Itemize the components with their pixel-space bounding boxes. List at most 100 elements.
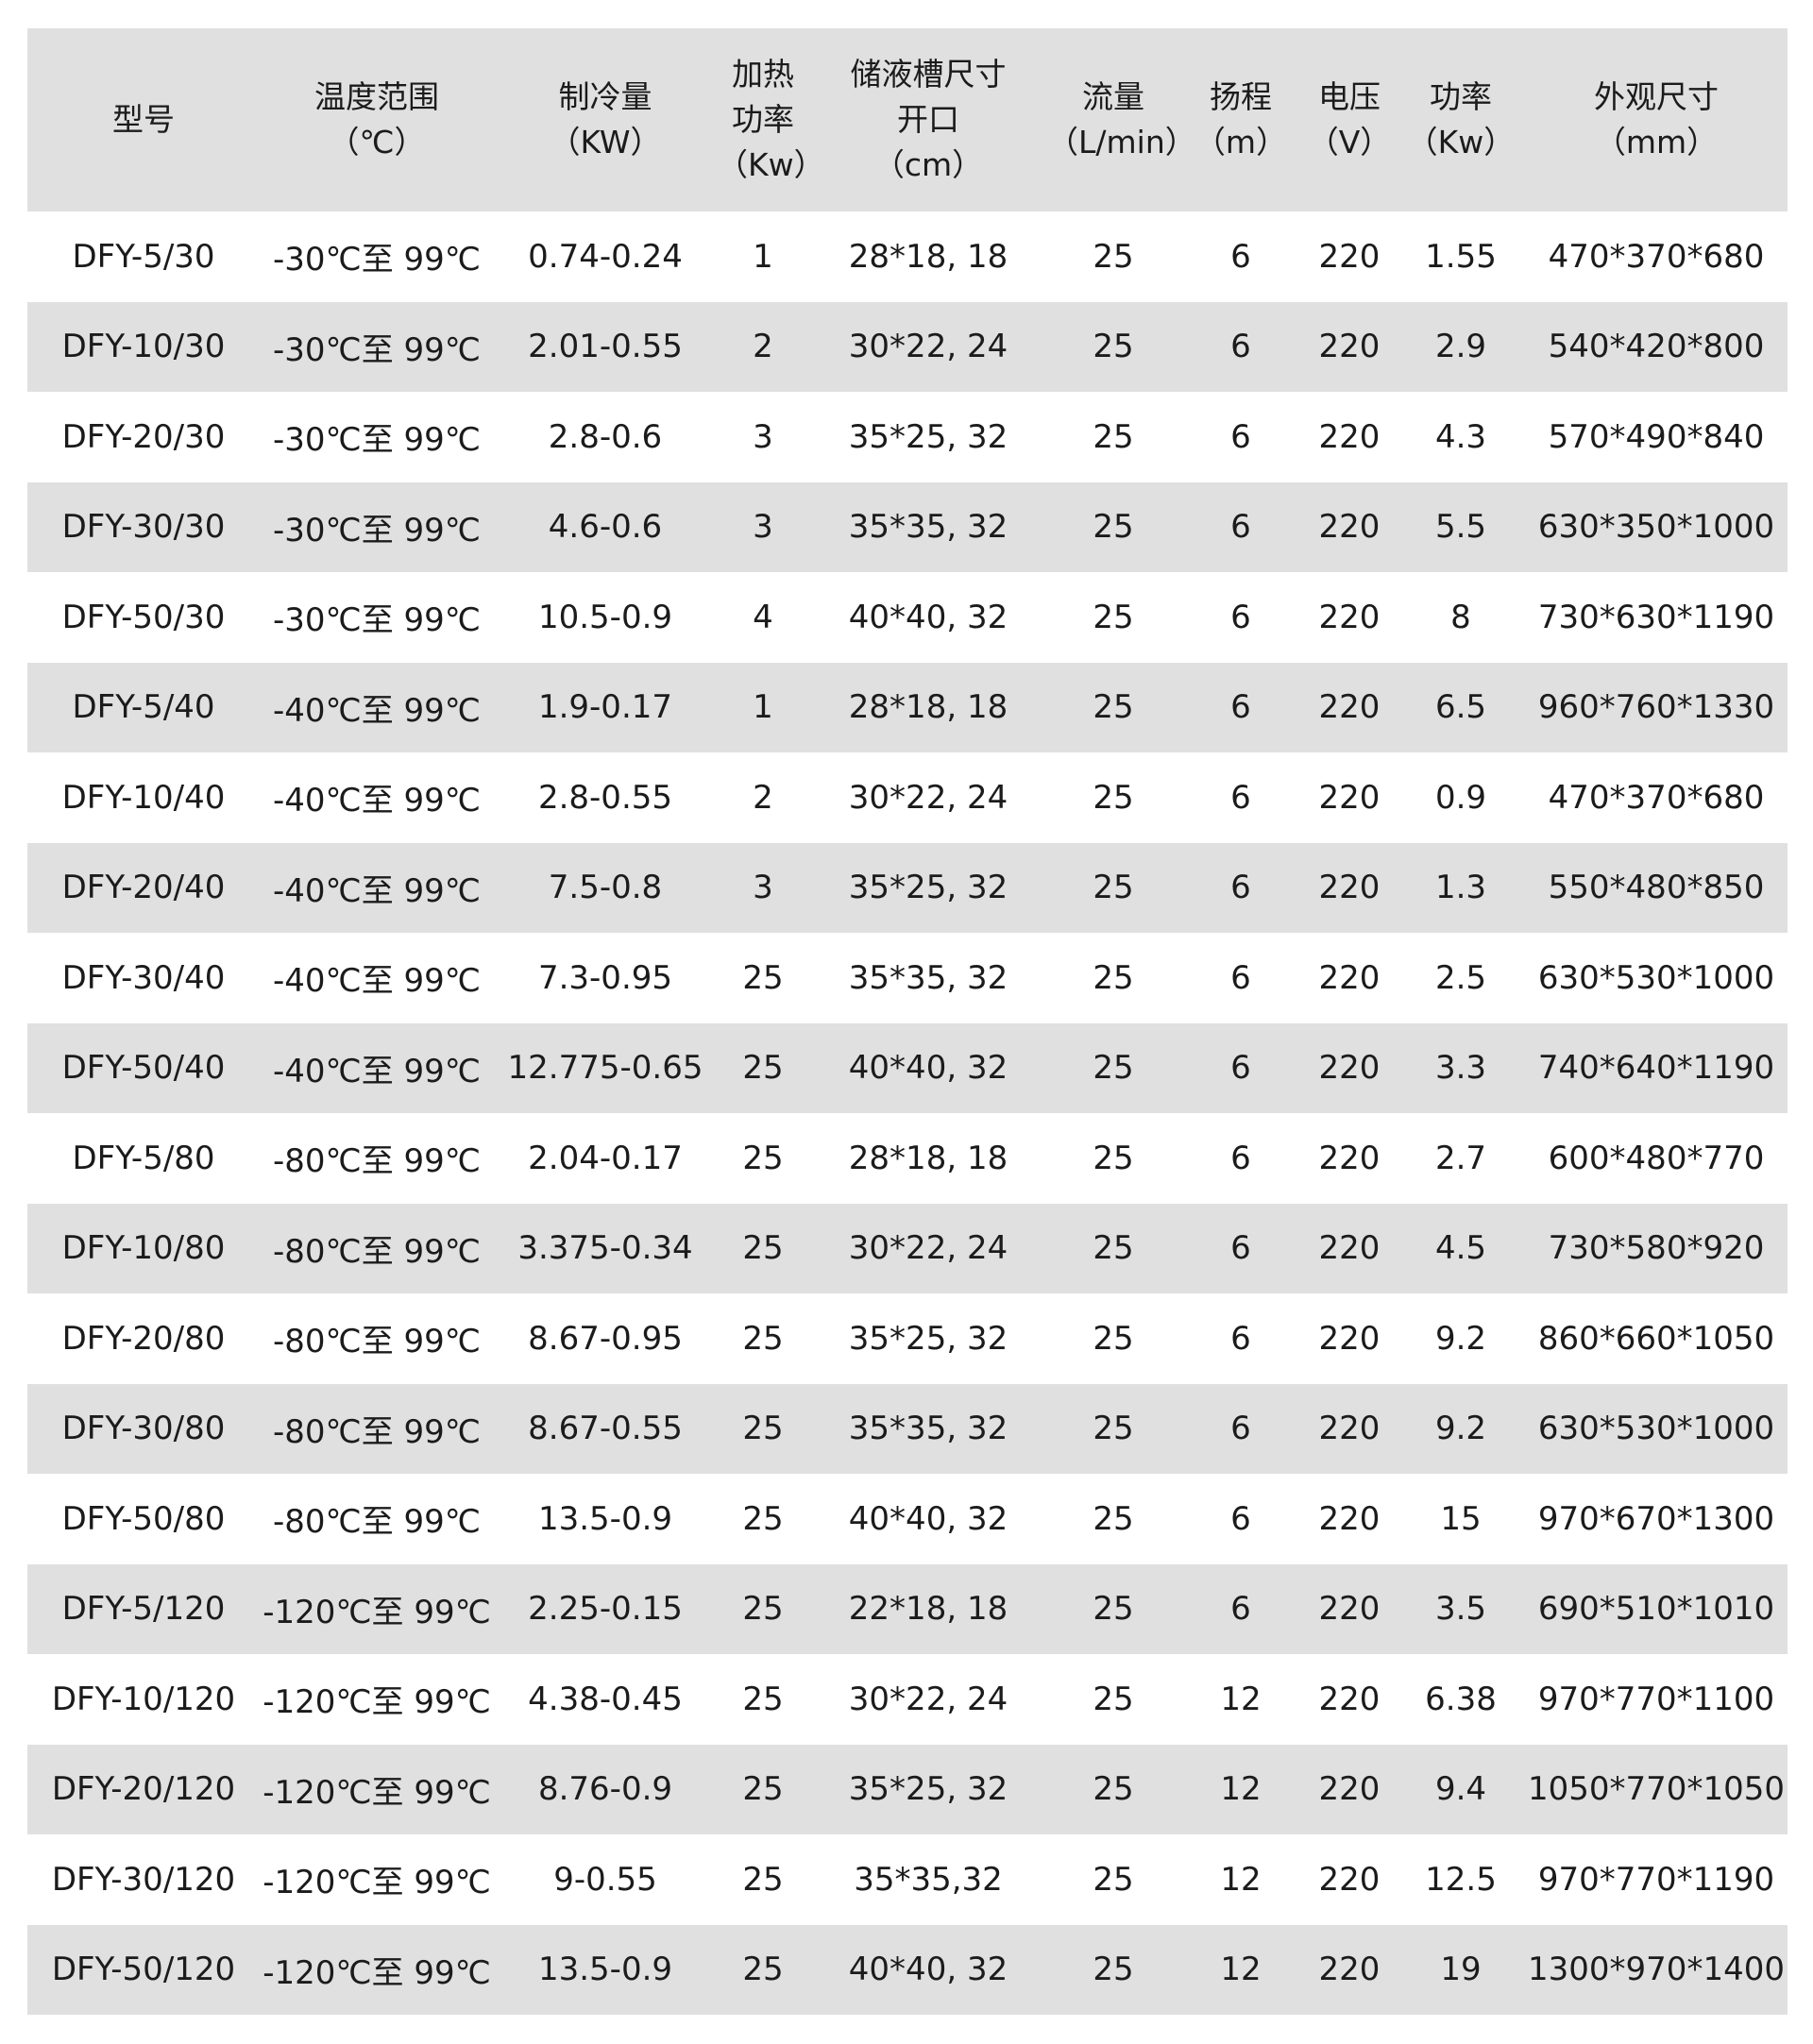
cell-power: 9.4 (1397, 1744, 1525, 1834)
cell-cooling-capacity: 13.5-0.9 (537, 1499, 673, 1538)
cell-dimensions: 970*770*1100 (1537, 1680, 1775, 1718)
cell-head: 6 (1230, 958, 1251, 997)
cell-flow: 25 (1093, 1319, 1134, 1358)
cell-temp-range: -80℃至 99℃ (273, 1323, 481, 1361)
cell-power: 9.2 (1397, 1383, 1525, 1474)
cell-temp-range: -40℃至 99℃ (260, 1022, 494, 1113)
cell-dimensions: 860*660*1050 (1537, 1319, 1775, 1358)
cell-tank-size: 28*18, 18 (848, 237, 1008, 276)
table-row: DFY-20/40 -40℃至 99℃ 7.5-0.8 3 35*25, 32 25 6 22… (27, 842, 1788, 933)
cell-dimensions: 600*480*770 (1548, 1139, 1765, 1177)
header-text: 加热 (732, 56, 794, 93)
cell-power: 15 (1440, 1499, 1482, 1538)
table-row: DFY-10/80 -80℃至 99℃ 3.375-0.34 25 30*22, 24 2… (27, 1203, 1788, 1293)
cell-head: 12 (1220, 1680, 1262, 1718)
cell-dimensions: 630*350*1000 (1525, 481, 1788, 572)
header-text: 功率 (732, 101, 794, 138)
cell-flow: 25 (1047, 1563, 1179, 1654)
cell-head: 6 (1230, 237, 1251, 276)
table-row: DFY-5/30 -30℃至 99℃ 0.74-0.24 1 28*18, 18 25 6 2… (27, 211, 1788, 302)
cell-cooling-capacity: 3.375-0.34 (494, 1203, 717, 1293)
cell-power: 2.9 (1397, 301, 1525, 392)
cell-heating-power: 3 (753, 417, 773, 456)
cell-tank-size: 35*25, 32 (848, 417, 1008, 456)
cell-head: 6 (1230, 417, 1251, 456)
cell-model: DFY-50/30 (61, 598, 226, 636)
cell-tank-size: 30*22, 24 (848, 1680, 1008, 1718)
cell-temp-range: -40℃至 99℃ (260, 662, 494, 752)
cell-model: DFY-5/30 (72, 237, 215, 276)
cell-flow: 25 (1093, 1499, 1134, 1538)
cell-temp-range: -80℃至 99℃ (273, 1142, 481, 1181)
cell-power: 2.7 (1434, 1139, 1487, 1177)
cell-voltage: 220 (1318, 1319, 1381, 1358)
cell-cooling-capacity: 0.74-0.24 (528, 237, 683, 276)
cell-power: 19 (1397, 1924, 1525, 2015)
cell-temp-range: -120℃至 99℃ (263, 1864, 491, 1902)
cell-flow: 25 (1093, 1680, 1134, 1718)
cell-cooling-capacity: 9-0.55 (553, 1860, 657, 1899)
table-row: DFY-10/120 -120℃至 99℃ 4.38-0.45 25 30*22, 24… (27, 1654, 1788, 1745)
cell-heating-power: 1 (717, 662, 809, 752)
cell-flow: 25 (1047, 481, 1179, 572)
spec-table: 型号 温度范围 （℃） 制冷量 （KW） 加热 功率 （Kw） 储液槽尺寸 开口 （cm） 流量 （L/… (27, 28, 1788, 2015)
header-text: （KW） (549, 124, 662, 160)
cell-heating-power: 25 (717, 1383, 809, 1474)
cell-dimensions: 740*640*1190 (1525, 1022, 1788, 1113)
cell-cooling-capacity: 10.5-0.9 (537, 598, 673, 636)
cell-head: 6 (1230, 1139, 1251, 1177)
table-row: DFY-50/120 -120℃至 99℃ 13.5-0.9 25 40*40, 32 2… (27, 1924, 1788, 2015)
cell-model: DFY-5/80 (72, 1139, 215, 1177)
cell-head: 6 (1179, 1383, 1302, 1474)
cell-flow: 25 (1093, 417, 1134, 456)
cell-cooling-capacity: 8.67-0.55 (494, 1383, 717, 1474)
table-row: DFY-30/30 -30℃至 99℃ 4.6-0.6 3 35*35, 32 25 6 22… (27, 481, 1788, 572)
cell-power: 12.5 (1425, 1860, 1497, 1899)
cell-voltage: 220 (1302, 481, 1397, 572)
cell-model: DFY-30/80 (27, 1383, 260, 1474)
cell-model: DFY-30/40 (61, 958, 226, 997)
header-text: （cm） (873, 146, 984, 183)
cell-model: DFY-50/80 (61, 1499, 226, 1538)
cell-dimensions: 540*420*800 (1525, 301, 1788, 392)
cell-temp-range: -120℃至 99℃ (260, 1744, 494, 1834)
cell-power: 2.5 (1434, 958, 1487, 997)
cell-dimensions: 630*530*1000 (1537, 958, 1775, 997)
cell-model: DFY-30/120 (51, 1860, 236, 1899)
header-row: 型号 温度范围 （℃） 制冷量 （KW） 加热 功率 （Kw） 储液槽尺寸 开口 （cm） 流量 （L/… (27, 28, 1788, 211)
cell-dimensions: 570*490*840 (1548, 417, 1765, 456)
cell-heating-power: 25 (742, 1680, 784, 1718)
header-power: 功率 （Kw） (1397, 28, 1525, 211)
cell-dimensions: 1300*970*1400 (1525, 1924, 1788, 2015)
cell-voltage: 220 (1302, 301, 1397, 392)
header-text: （V） (1307, 124, 1392, 160)
cell-tank-size: 40*40, 32 (848, 1499, 1008, 1538)
table-row: DFY-20/80 -80℃至 99℃ 8.67-0.95 25 35*25, 32 25… (27, 1293, 1788, 1384)
cell-cooling-capacity: 2.25-0.15 (494, 1563, 717, 1654)
cell-head: 6 (1230, 598, 1251, 636)
cell-temp-range: -120℃至 99℃ (260, 1563, 494, 1654)
cell-dimensions: 970*670*1300 (1537, 1499, 1775, 1538)
cell-voltage: 220 (1318, 417, 1381, 456)
cell-temp-range: -30℃至 99℃ (273, 241, 481, 279)
cell-voltage: 220 (1302, 1383, 1397, 1474)
cell-dimensions: 730*580*920 (1525, 1203, 1788, 1293)
cell-cooling-capacity: 8.67-0.95 (528, 1319, 683, 1358)
header-temp-range: 温度范围 （℃） (260, 28, 494, 211)
table-row: DFY-20/120 -120℃至 99℃ 8.76-0.9 25 35*25, 32 2… (27, 1744, 1788, 1834)
cell-tank-size: 35*35, 32 (809, 1383, 1047, 1474)
cell-model: DFY-10/40 (61, 778, 226, 817)
cell-dimensions: 550*480*850 (1525, 842, 1788, 933)
cell-tank-size: 28*18, 18 (848, 1139, 1008, 1177)
cell-power: 3.3 (1397, 1022, 1525, 1113)
cell-heating-power: 25 (742, 958, 784, 997)
cell-temp-range: -30℃至 99℃ (273, 421, 481, 460)
cell-tank-size: 22*18, 18 (809, 1563, 1047, 1654)
cell-voltage: 220 (1318, 1860, 1381, 1899)
cell-voltage: 220 (1318, 1139, 1381, 1177)
table-row: DFY-5/120 -120℃至 99℃ 2.25-0.15 25 22*18, 18 2… (27, 1563, 1788, 1654)
cell-heating-power: 25 (717, 1744, 809, 1834)
cell-power: 4.3 (1434, 417, 1487, 456)
cell-voltage: 220 (1302, 842, 1397, 933)
cell-model: DFY-20/30 (61, 417, 226, 456)
